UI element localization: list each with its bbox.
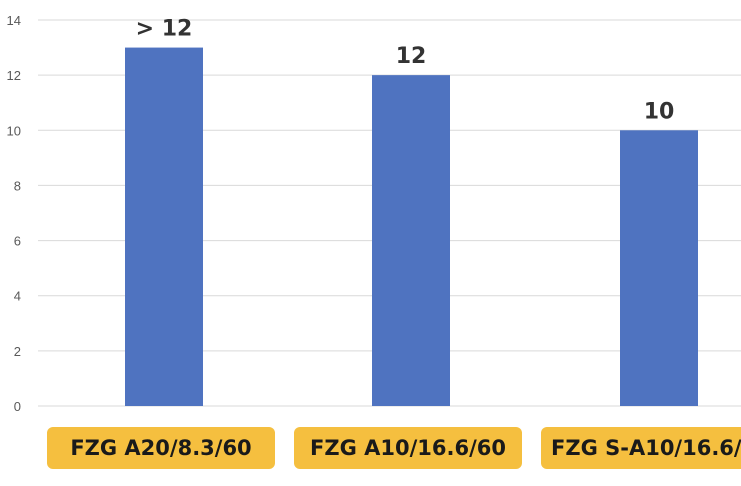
y-tick-label: 2 xyxy=(14,344,21,359)
y-tick-label: 6 xyxy=(14,234,21,249)
bar-1 xyxy=(372,75,450,407)
y-axis-tick-labels: 0 2 4 6 8 10 12 14 xyxy=(7,13,21,414)
category-label-1: FZG A10/16.6/60 xyxy=(294,427,522,469)
y-tick-label: 4 xyxy=(14,289,21,304)
data-label-0: > 12 xyxy=(136,17,193,42)
bars xyxy=(125,47,698,407)
data-label-2: 10 xyxy=(644,99,675,124)
y-tick-label: 8 xyxy=(14,178,21,193)
y-tick-label: 0 xyxy=(14,399,21,414)
bar-0 xyxy=(125,47,203,406)
data-labels: > 12 12 10 xyxy=(136,17,675,125)
data-label-1: 12 xyxy=(396,44,427,69)
y-tick-label: 12 xyxy=(7,68,21,83)
y-tick-label: 10 xyxy=(7,123,21,138)
bar-2 xyxy=(620,130,698,407)
category-label-0: FZG A20/8.3/60 xyxy=(47,427,275,469)
y-tick-label: 14 xyxy=(7,13,21,28)
category-label-2: FZG S-A10/16.6/ xyxy=(541,427,741,469)
